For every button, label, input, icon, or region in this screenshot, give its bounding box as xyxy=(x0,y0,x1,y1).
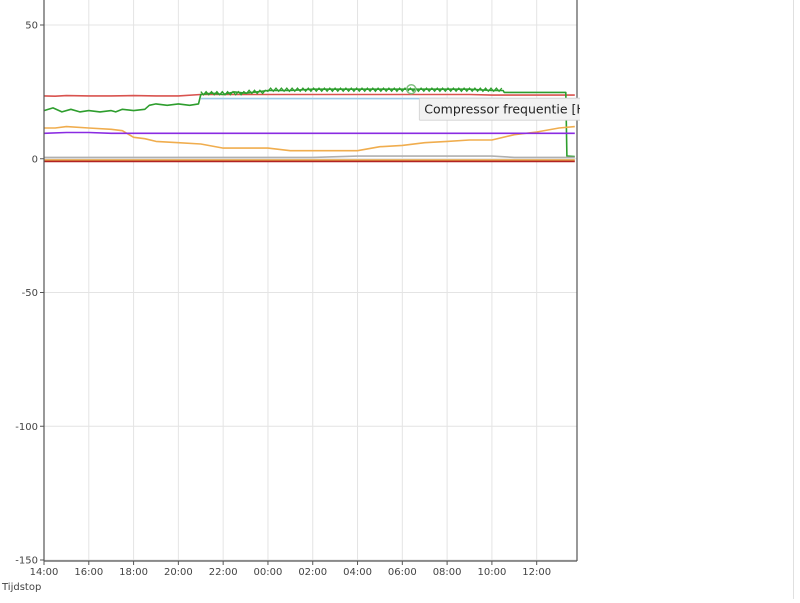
side-panel xyxy=(580,0,800,599)
tooltip-text: Compressor frequentie [Hz] : 26.00 xyxy=(424,102,580,117)
x-tick-label: 02:00 xyxy=(298,567,327,578)
x-tick-label: 18:00 xyxy=(119,567,148,578)
x-tick-label: 10:00 xyxy=(477,567,506,578)
x-tick-label: 06:00 xyxy=(388,567,417,578)
x-tick-label: 22:00 xyxy=(209,567,238,578)
x-tick-label: 00:00 xyxy=(254,567,283,578)
series-line-4[interactable] xyxy=(43,131,575,135)
x-tick-label: 04:00 xyxy=(343,567,372,578)
line-chart[interactable]: 14:00 16:00 18:00 20:00 22:00 00:00 02:00 04:00… xyxy=(0,0,645,599)
series-line-0[interactable] xyxy=(43,93,575,97)
series-line-1-jitter xyxy=(200,87,503,96)
series-layer xyxy=(43,87,575,163)
y-tick-label: -50 xyxy=(22,288,38,299)
plot-area xyxy=(44,0,577,561)
y-tick-label: 0 xyxy=(32,154,38,165)
x-tick-label: 20:00 xyxy=(164,567,193,578)
grid xyxy=(43,0,577,561)
series-line-5[interactable] xyxy=(44,155,575,159)
y-tick-label: 50 xyxy=(25,21,38,32)
x-tick-label: 08:00 xyxy=(433,567,462,578)
panel-divider xyxy=(793,0,794,599)
tooltip-marker xyxy=(406,83,417,95)
x-axis-label: Tijdstop xyxy=(1,582,41,593)
y-tick-label: -100 xyxy=(15,422,38,433)
x-tick-label: 14:00 xyxy=(30,567,59,578)
x-tick-label: 12:00 xyxy=(522,567,551,578)
series-line-1[interactable] xyxy=(43,88,575,158)
y-tick-label: -150 xyxy=(15,556,38,567)
axes: 14:00 16:00 18:00 20:00 22:00 00:00 02:00 04:00… xyxy=(1,0,578,593)
x-tick-label: 16:00 xyxy=(74,567,103,578)
series-line-3[interactable] xyxy=(44,125,575,152)
